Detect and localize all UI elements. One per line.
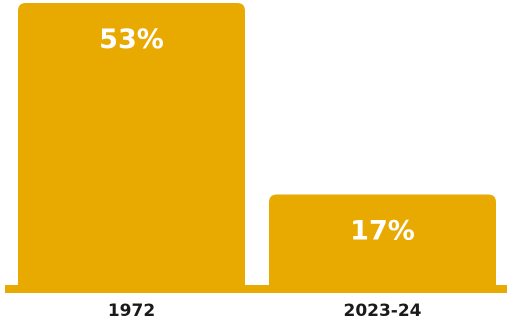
data-label-2023-24: 17% [350,216,415,247]
bar-2023-24 [269,194,496,286]
x-tick-label-2023-24: 2023-24 [343,301,421,321]
data-label-1972: 53% [99,24,164,55]
bar-1972 [18,3,245,286]
x-axis-baseline [5,285,507,293]
x-tick-label-1972: 1972 [108,301,155,321]
x-tick-labels-group: 1972 2023-24 [108,301,422,321]
data-labels-group: 53% 17% [99,24,415,247]
bars-group [18,3,496,286]
